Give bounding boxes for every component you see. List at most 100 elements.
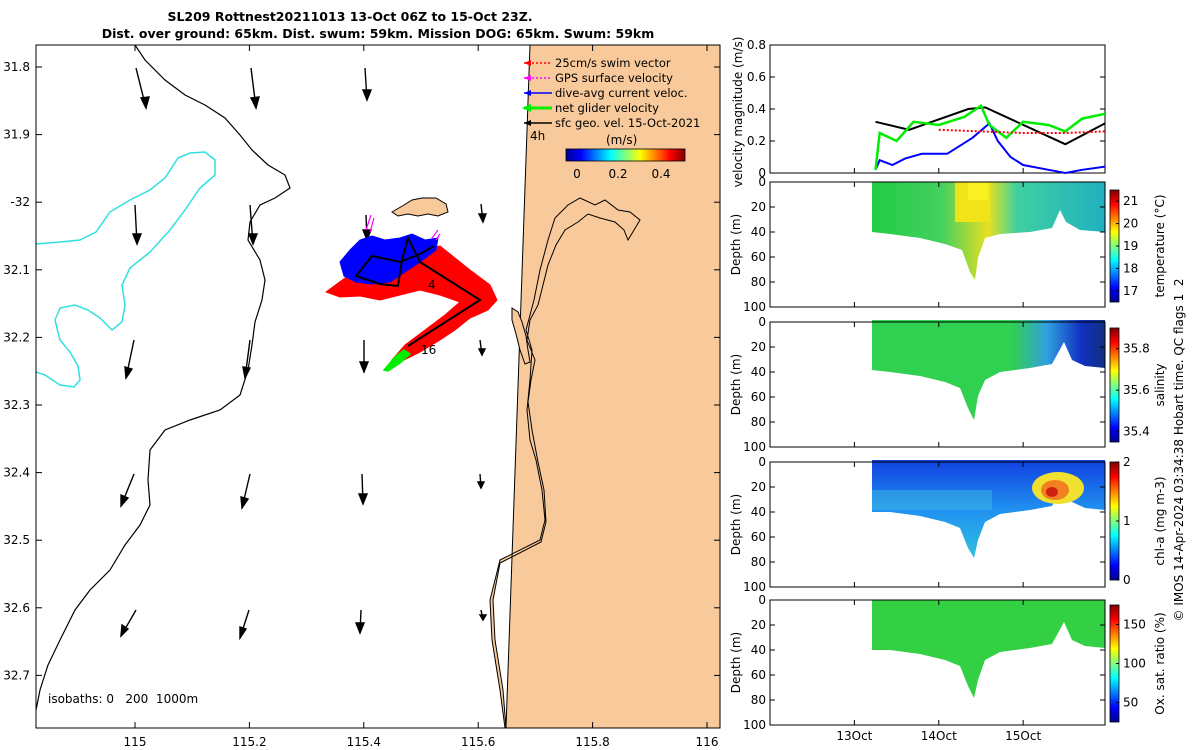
section-ylabel: Depth (m) [729, 354, 743, 415]
legend-gps-label: GPS surface velocity [555, 71, 673, 85]
velocity-series-3 [938, 128, 1106, 134]
map-ytick-label: 32.3 [3, 398, 30, 412]
colorbar-label: salinity [1153, 363, 1167, 406]
colorbar-tick-label: 20 [1123, 217, 1138, 231]
section-ytick-label: 100 [743, 580, 766, 594]
velocity-ticks: 0 0.2 0.4 0.6 0.8 [747, 38, 1105, 180]
velocity-ytick-label: 0.8 [747, 38, 766, 52]
net-velocity-vectors [382, 349, 412, 372]
land-mass [489, 45, 720, 728]
velocity-panel: 0 0.2 0.4 0.6 0.8 velocity magnitude (m/s) [731, 37, 1106, 187]
map-ytick-label: 31.8 [3, 60, 30, 74]
velocity-ytick-label: 0.2 [747, 134, 766, 148]
legend-time: 4h [530, 129, 545, 143]
section-ytick-label: 20 [751, 200, 766, 214]
map-colorbar-tick-2: 0.4 [651, 167, 670, 181]
section-ytick-label: 0 [758, 455, 766, 469]
colorbar-tick-label: 100 [1123, 657, 1146, 671]
map-ytick-label: 32.5 [3, 533, 30, 547]
rottnest-island [391, 197, 449, 217]
velocity-ytick-label: 0.6 [747, 70, 766, 84]
colorbar-label: Ox. sat. ratio (%) [1153, 612, 1167, 714]
colorbar-tick-label: 150 [1123, 618, 1146, 632]
map-ytick-label: 32.7 [3, 668, 30, 682]
garden-island [511, 307, 531, 365]
glider-track [354, 235, 482, 347]
salinity-section [872, 320, 1105, 420]
chla-panel [872, 460, 1105, 558]
section-ytick-label: 100 [743, 718, 766, 732]
colorbar-tick-label: 35.6 [1123, 383, 1150, 397]
velocity-ytick-label: 0 [758, 166, 766, 180]
section-ytick-label: 80 [751, 415, 766, 429]
colorbar-label: chl-a (mg m-3) [1153, 476, 1167, 565]
map-xtick-label: 115.6 [461, 735, 495, 749]
legend-dive-avg: dive-avg current veloc. [524, 86, 688, 100]
date-tick-label: 15Oct [1005, 729, 1041, 743]
legend-swim: 25cm/s swim vector [524, 56, 671, 70]
temperature-panel [770, 182, 1105, 312]
section-ytick-label: 60 [751, 668, 766, 682]
map-ytick-label: 32.2 [3, 330, 30, 344]
map-colorbar [565, 148, 686, 162]
legend-net-label: net glider velocity [555, 101, 659, 115]
section-ytick-label: 80 [751, 555, 766, 569]
section-ytick-label: 100 [743, 300, 766, 314]
colorbar-tick-label: 1 [1123, 514, 1131, 528]
map-colorbar-tick-1: 0.2 [608, 167, 627, 181]
colorbar-tick-label: 2 [1123, 455, 1131, 469]
section-colorbar [1109, 327, 1120, 443]
temperature-section [872, 182, 1105, 280]
date-tick-label: 14Oct [921, 729, 957, 743]
section-ytick-label: 0 [758, 593, 766, 607]
isobath-1000m [36, 151, 216, 388]
section-ylabel: Depth (m) [729, 632, 743, 693]
map-ytick-label: 32.6 [3, 601, 30, 615]
gps-vectors [365, 214, 441, 241]
map-frame [35, 44, 721, 729]
colorbar-tick-label: 18 [1123, 261, 1138, 275]
map-xtick-label: 115 [124, 735, 147, 749]
map-panel: 4 16 isobaths: 0 200 1000m 25cm/s swim v… [3, 44, 721, 749]
colorbar-tick-label: 35.4 [1123, 425, 1150, 439]
map-xtick-label: 116 [696, 735, 719, 749]
map-ytick-label: 31.9 [3, 128, 30, 142]
section-frame-3 [769, 599, 1106, 726]
section-ytick-label: 20 [751, 618, 766, 632]
map-ytick-label: -32 [10, 195, 30, 209]
credit-note: © IMOS 14-Apr-2024 03:34:38 Hobart time.… [1172, 279, 1186, 622]
section-ytick-label: 20 [751, 480, 766, 494]
map-xtick-label: 115.4 [347, 735, 381, 749]
velocity-ytick-label: 0.4 [747, 102, 766, 116]
section-frame-2 [769, 461, 1106, 588]
map-xtick-label: 115.2 [232, 735, 266, 749]
section-ylabel: Depth (m) [729, 494, 743, 555]
colorbar-tick-label: 17 [1123, 284, 1138, 298]
section-ytick-label: 60 [751, 390, 766, 404]
colorbar-tick-label: 35.8 [1123, 342, 1150, 356]
colorbar-tick-label: 0 [1123, 573, 1131, 587]
legend-gps: GPS surface velocity [524, 71, 673, 85]
section-ylabel: Depth (m) [729, 214, 743, 275]
figure-title-line2: Dist. over ground: 65km. Dist. swum: 59k… [102, 26, 655, 41]
colorbar-tick-label: 21 [1123, 194, 1138, 208]
map-colorbar-label: (m/s) [606, 133, 637, 147]
section-frame-0 [769, 181, 1106, 308]
section-ytick-label: 100 [743, 440, 766, 454]
date-tick-label: 13Oct [836, 729, 872, 743]
section-frame-1 [769, 321, 1106, 448]
map-ytick-label: 32.4 [3, 466, 30, 480]
legend-sfc-label: sfc geo. vel. 15-Oct-2021 [555, 116, 700, 130]
colorbar-label: temperature (°C) [1153, 195, 1167, 298]
map-colorbar-tick-0: 0 [573, 167, 581, 181]
section-panels [770, 182, 1105, 698]
map-ytick-label: 32.1 [3, 263, 30, 277]
section-ytick-label: 40 [751, 365, 766, 379]
section-ytick-label: 60 [751, 530, 766, 544]
colorbar-tick-label: 50 [1123, 696, 1138, 710]
figure-title-line1: SL209 Rottnest20211013 13-Oct 06Z to 15-… [167, 9, 532, 24]
section-ytick-label: 60 [751, 250, 766, 264]
velocity-lines [874, 103, 1106, 175]
